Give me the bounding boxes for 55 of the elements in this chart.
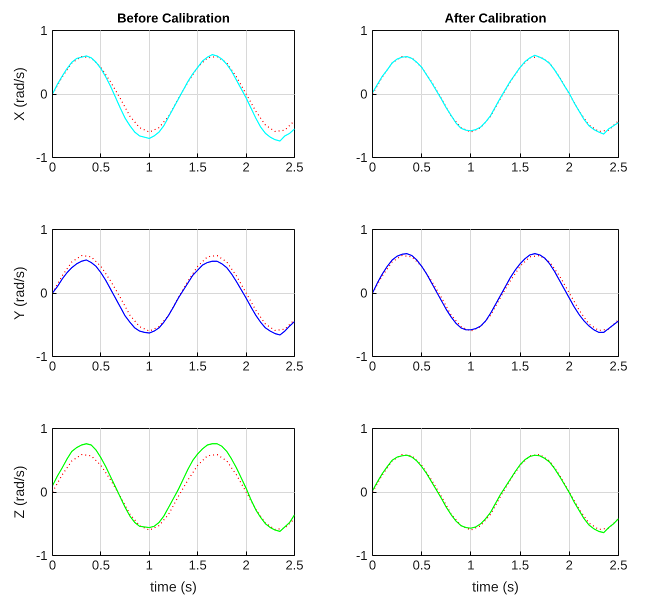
x-tick-label: 2.5	[285, 558, 304, 572]
y-tick-label: -1	[36, 548, 48, 563]
y-tick-label: -1	[36, 150, 48, 165]
x-tick-label: 1	[146, 358, 153, 374]
x-tick-label: 2	[566, 558, 573, 572]
x-tick-label: 1	[146, 558, 153, 572]
x-tick-label: 1.5	[188, 160, 207, 174]
y-tick-label: 0	[360, 286, 368, 300]
x-tick-label: 0.5	[412, 358, 431, 374]
y-tick-label: 1	[360, 222, 368, 237]
x-tick-label: 2.5	[609, 358, 628, 374]
x-tick-label: 1	[467, 160, 475, 174]
x-tick-label: 1.5	[511, 160, 530, 174]
x-tick-label: 1	[467, 358, 475, 374]
y-tick-label: 0	[40, 86, 48, 102]
x-axis-title: time (s)	[472, 578, 519, 594]
x-tick-label: 1.5	[188, 358, 207, 374]
y-tick-label: 0	[360, 86, 368, 102]
x-tick-label: 1.5	[511, 558, 530, 572]
x-tick-label: 0.5	[412, 558, 431, 572]
x-tick-label: 2	[242, 358, 250, 374]
y-tick-label: -1	[356, 150, 368, 165]
x-tick-label: 1.5	[188, 558, 207, 572]
x-tick-label: 0.5	[92, 358, 110, 374]
y-tick-label: 1	[40, 222, 48, 237]
x-tick-label: 2	[242, 558, 250, 572]
x-tick-label: 2.5	[285, 160, 304, 174]
y-axis-title: X (rad/s)	[10, 67, 27, 121]
x-tick-label: 2	[242, 160, 250, 174]
y-tick-label: -1	[356, 548, 368, 563]
x-tick-label: 2.5	[609, 558, 628, 572]
y-tick-label: -1	[36, 349, 48, 364]
y-tick-label: -1	[356, 349, 368, 364]
x-axis-title: time (s)	[150, 578, 197, 594]
y-tick-label: 1	[40, 23, 48, 38]
y-tick-label: 0	[40, 484, 48, 500]
x-tick-label: 1	[467, 558, 475, 572]
x-tick-label: 2	[566, 160, 573, 174]
y-axis-title: Z (rad/s)	[10, 466, 27, 518]
x-tick-label: 1	[146, 160, 153, 174]
x-tick-label: 1.5	[511, 358, 530, 374]
y-tick-label: 1	[40, 421, 48, 436]
y-tick-label: 0	[40, 286, 48, 300]
x-tick-label: 2.5	[609, 160, 628, 174]
chart-title: Before Calibration	[117, 10, 230, 26]
y-tick-label: 1	[360, 23, 368, 38]
y-tick-label: 1	[360, 421, 368, 436]
y-axis-title: Y (rad/s)	[10, 266, 27, 320]
chart-title: After Calibration	[444, 10, 546, 26]
y-tick-label: 0	[360, 484, 368, 500]
x-tick-label: 0.5	[92, 558, 110, 572]
x-tick-label: 0.5	[412, 160, 431, 174]
x-tick-label: 2	[566, 358, 573, 374]
x-tick-label: 0.5	[92, 160, 110, 174]
x-tick-label: 2.5	[285, 358, 304, 374]
